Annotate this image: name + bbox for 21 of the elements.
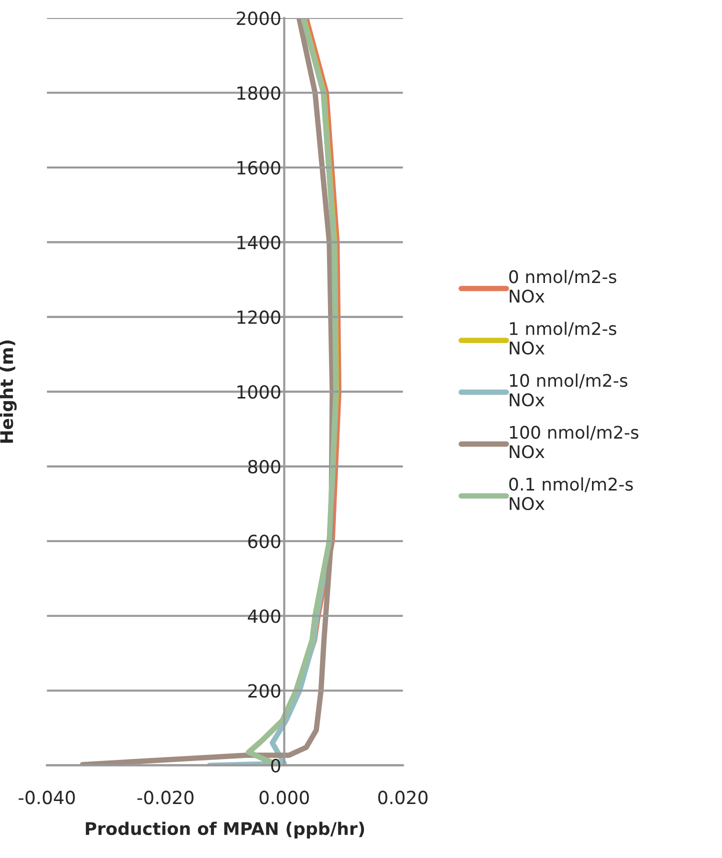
y-tick-label: 2000 — [236, 11, 280, 26]
legend-label: 10 nmol/m2-s NOx — [510, 374, 628, 406]
y-tick-label: 400 — [248, 609, 280, 623]
y-tick-label: 1800 — [237, 86, 280, 100]
legend-label: 100 nmol/m2-s NOx — [510, 425, 638, 458]
x-axis-title: Production of MPAN (ppb/hr) — [86, 822, 364, 838]
legend-label: 0.1 nmol/m2-s NOx — [509, 477, 633, 510]
y-tick-label: 1400 — [237, 236, 280, 250]
x-tick-label: -0.020 — [137, 790, 194, 804]
x-tick-label: 0.000 — [260, 790, 309, 804]
y-axis-title: Height (m) — [0, 340, 17, 443]
y-tick-label: 200 — [248, 684, 280, 698]
legend-label: 0 nmol/m2-s NOx — [509, 270, 616, 303]
y-tick-label: 1600 — [237, 160, 280, 175]
y-tick-label: 1000 — [237, 385, 280, 399]
x-tick-label: 0.020 — [378, 790, 428, 804]
y-tick-label: 600 — [248, 534, 280, 548]
y-tick-label: 800 — [248, 460, 280, 474]
y-tick-label: 1200 — [237, 310, 280, 324]
x-tick-label: -0.040 — [18, 790, 75, 804]
legend-label: 1 nmol/m2-s NOx — [510, 322, 616, 355]
